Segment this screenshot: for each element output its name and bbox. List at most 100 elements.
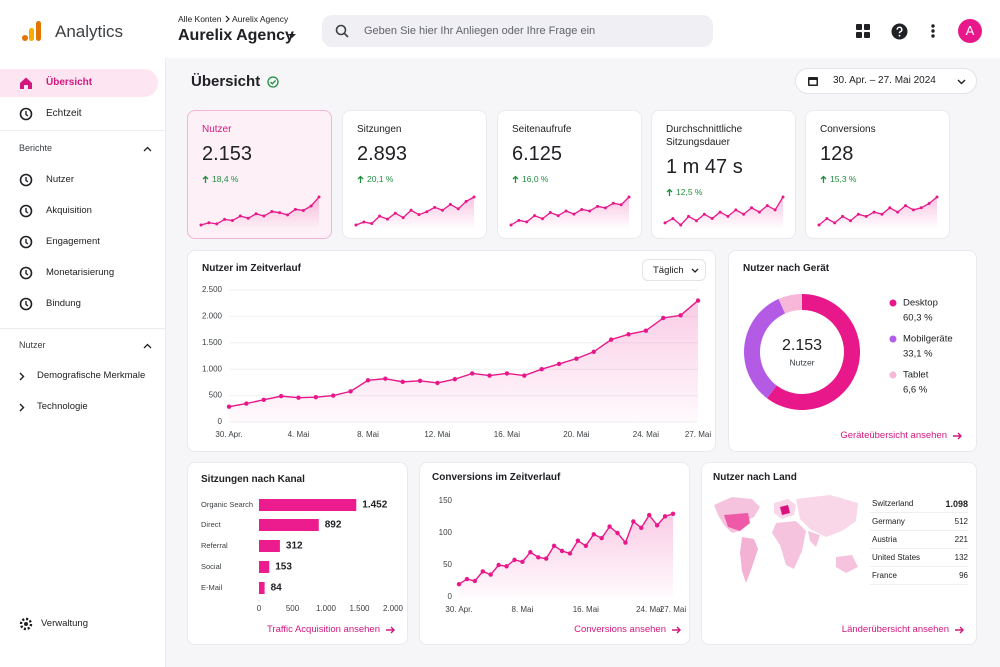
sparkline-point	[603, 206, 607, 210]
x-tick-label: 24. Mai	[633, 430, 659, 439]
apps-icon[interactable]	[856, 24, 870, 38]
country-name: France	[872, 571, 897, 580]
data-point	[504, 564, 509, 569]
kpi-content: Durchschnittliche Sitzungsdauer 1 m 47 s 1…	[666, 123, 784, 197]
nav-item[interactable]: Bindung	[46, 298, 81, 309]
kpi-change: 16,0 %	[512, 174, 630, 184]
nav-item[interactable]: Demografische Merkmale	[37, 370, 146, 381]
more-icon-part	[931, 29, 935, 33]
sparkline-line	[664, 196, 784, 226]
date-picker[interactable]: 30. Apr. – 27. Mai 2024	[795, 68, 977, 94]
kpi-change: 15,3 %	[820, 174, 938, 184]
sparkline-point	[880, 212, 884, 216]
nav-item[interactable]: Übersicht	[46, 77, 93, 88]
nav-section-title[interactable]: Berichte	[19, 143, 53, 153]
kpi-label: Sitzungen	[357, 124, 402, 135]
country-name: Germany	[872, 517, 905, 526]
sparkline-point	[919, 206, 923, 210]
bar	[259, 499, 357, 511]
data-point	[559, 548, 565, 554]
up-arrow-shape	[357, 175, 364, 183]
sparkline-point	[548, 211, 552, 215]
nav-item[interactable]: Technologie	[37, 401, 88, 412]
nav-item[interactable]: Nutzer	[46, 174, 74, 185]
sparkline-point	[270, 210, 274, 214]
data-point	[661, 315, 666, 321]
nav-icon	[19, 297, 33, 311]
data-point	[536, 555, 541, 560]
chart-title: Nutzer nach Land	[713, 472, 797, 483]
kpi-card[interactable]: Nutzer 2.153 18,4 %	[187, 110, 332, 239]
y-tick-label: 0	[448, 592, 453, 601]
country-value: 132	[954, 553, 968, 562]
section-toggle[interactable]	[143, 146, 152, 152]
sparkline-point	[872, 210, 876, 214]
sparkline	[509, 195, 631, 229]
section-toggle[interactable]	[143, 343, 152, 349]
sparkline-point	[904, 204, 908, 208]
sparkline	[817, 195, 939, 229]
chart-title: Nutzer nach Gerät	[743, 263, 830, 274]
data-point	[567, 551, 573, 556]
data-point	[383, 376, 388, 381]
sparkline	[354, 195, 476, 229]
help-icon[interactable]	[891, 23, 908, 40]
sparkline-point	[362, 220, 366, 224]
nav-icon-part	[19, 204, 33, 218]
sparkline-point	[301, 208, 305, 212]
account-caret[interactable]	[287, 33, 297, 39]
data-point	[583, 543, 589, 548]
view-link[interactable]: Länderübersicht ansehen	[842, 624, 964, 635]
date-caret	[957, 79, 966, 85]
row-divider	[870, 512, 968, 513]
sparkline-point	[856, 212, 860, 216]
kpi-card[interactable]: Durchschnittliche Sitzungsdauer 1 m 47 s 1…	[651, 110, 796, 239]
account-name[interactable]: Aurelix Agency	[178, 27, 294, 44]
kpi-card[interactable]: Sitzungen 2.893 20,1 %	[342, 110, 487, 239]
sparkline	[199, 195, 321, 229]
kpi-change-value: 18,4 %	[212, 174, 239, 184]
category-label: Referral	[201, 541, 228, 550]
nav-item[interactable]: Akquisition	[46, 205, 92, 216]
search-box[interactable]: Geben Sie hier Ihr Anliegen oder Ihre Fr…	[322, 15, 713, 47]
more-icon[interactable]	[930, 23, 936, 39]
app-name: Analytics	[55, 22, 124, 41]
legend-value: 33,1 %	[903, 349, 933, 360]
data-point	[639, 525, 644, 531]
sparkline-point	[896, 210, 900, 214]
data-point	[670, 511, 676, 516]
expand-chevron-part	[19, 372, 25, 381]
nav-icon	[19, 266, 33, 280]
world-map-part	[772, 521, 806, 569]
nav-icon-part	[25, 270, 29, 276]
view-link[interactable]: Geräteübersicht ansehen	[840, 430, 962, 441]
view-link[interactable]: Traffic Acquisition ansehen	[267, 624, 395, 635]
kpi-card[interactable]: Conversions 128 15,3 %	[805, 110, 950, 239]
interval-dropdown[interactable]: Täglich	[642, 259, 706, 281]
nav-section-title[interactable]: Nutzer	[19, 340, 46, 350]
y-tick-label: 150	[439, 496, 453, 505]
kpi-card[interactable]: Seitenaufrufe 6.125 16,0 %	[497, 110, 642, 239]
view-link[interactable]: Conversions ansehen	[574, 624, 681, 635]
kpi-label: Nutzer	[202, 124, 232, 135]
search-icon-part	[343, 32, 349, 38]
sparkline-point	[742, 212, 746, 216]
data-point	[296, 395, 301, 400]
apps-icon-part	[856, 24, 862, 30]
kpi-value: 128	[820, 143, 854, 165]
nav-item[interactable]: Echtzeit	[46, 108, 82, 119]
nav-item[interactable]: Monetarisierung	[46, 267, 115, 278]
nav-footer[interactable]: Verwaltung	[41, 618, 89, 629]
area-fill	[229, 300, 698, 422]
logo-part	[36, 21, 41, 41]
data-point	[469, 371, 475, 376]
section-toggle-part	[143, 146, 152, 152]
data-point	[556, 361, 562, 367]
country-name: United States	[872, 553, 921, 562]
nav-item[interactable]: Engagement	[46, 236, 100, 247]
logo-part	[29, 28, 34, 41]
world-map-part	[780, 505, 790, 515]
avatar[interactable]: A	[958, 19, 982, 43]
sparkline-point	[935, 195, 939, 199]
sparkline-point	[254, 212, 258, 216]
